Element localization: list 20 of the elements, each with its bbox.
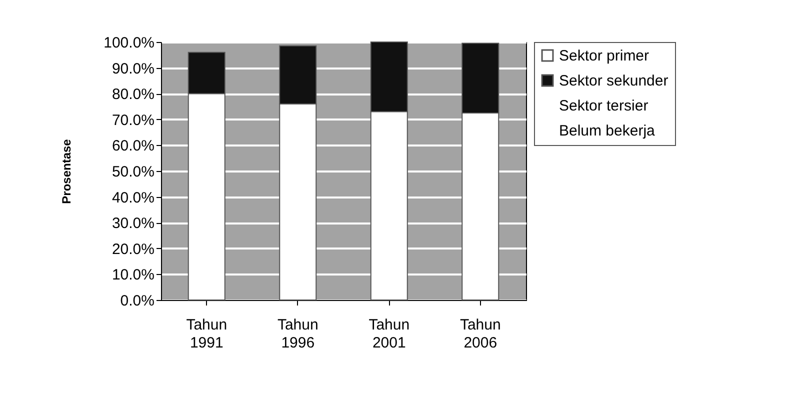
y-tick-label: 70.0% (112, 112, 154, 129)
y-tick-label: 80.0% (112, 86, 154, 104)
x-tick-label: Tahun 2006 (460, 316, 501, 352)
y-tick-label: 0.0% (120, 292, 154, 310)
text: Belum bekerja (559, 122, 656, 140)
y-tick-label: 100.0% (104, 34, 154, 52)
y-tick-label: 50.0% (112, 164, 154, 180)
y-tick-label: 30.0% (112, 215, 154, 232)
y-tick-label: 10.0% (112, 266, 154, 284)
y-tick-label: 60.0% (112, 138, 154, 155)
x-tick-label: Tahun 2001 (368, 316, 410, 352)
y-tick-label: 20.0% (112, 240, 154, 258)
legend-label: Sektor primer (559, 48, 650, 64)
y-tick-label: 90.0% (112, 60, 154, 78)
y-axis-title: Prosentase (60, 138, 74, 204)
legend-label: Sektor sekunder (559, 72, 668, 90)
y-tick-label: 40.0% (112, 189, 154, 206)
text: Sektor tersier (559, 98, 648, 114)
x-tick-label: Tahun 1991 (186, 316, 228, 352)
x-tick-label: Tahun 1996 (277, 316, 318, 352)
